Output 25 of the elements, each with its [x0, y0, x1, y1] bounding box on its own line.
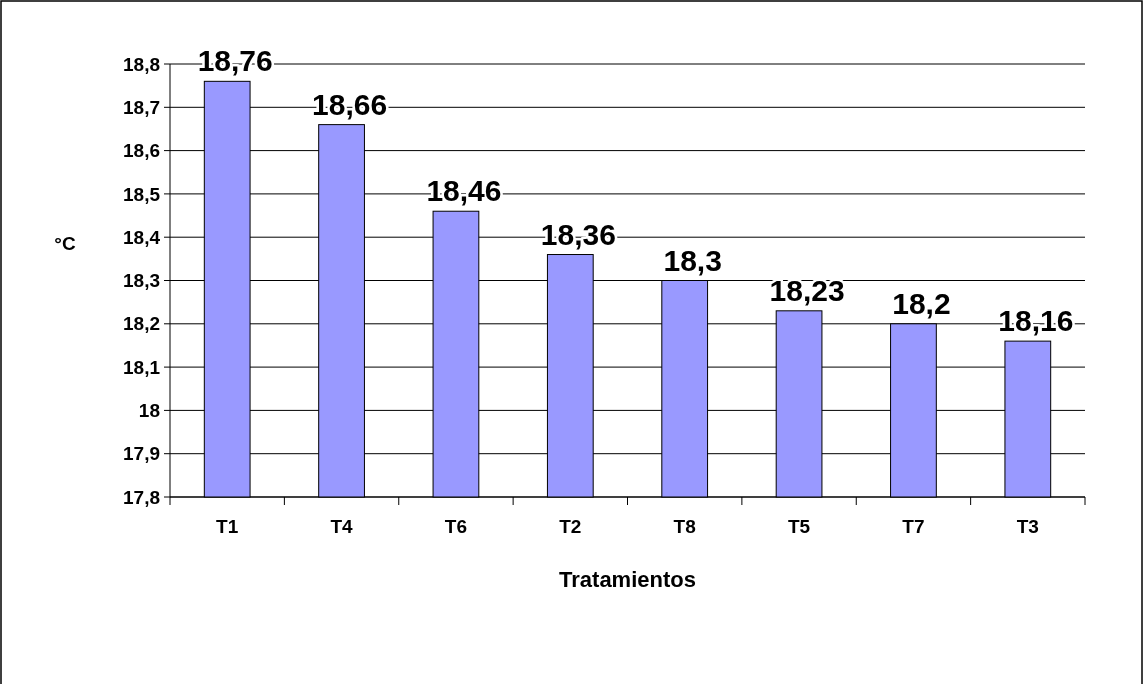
x-tick-label: T3 [1016, 516, 1039, 537]
y-tick-label: 18,4 [123, 226, 161, 248]
y-tick-label: 18,1 [123, 356, 161, 378]
y-tick-label: 18,3 [123, 270, 160, 292]
y-tick-label: 17,8 [123, 486, 160, 508]
y-tick-label: 18,2 [123, 313, 160, 335]
y-tick-label: 18,7 [123, 96, 160, 118]
x-tick-label: T8 [673, 516, 696, 537]
y-tick-label: 18,6 [123, 140, 160, 162]
x-tick-label: T6 [444, 516, 468, 537]
data-label: 18,3 [663, 243, 722, 277]
data-label: 18,2 [892, 286, 951, 320]
y-tick-label: 18,8 [123, 53, 160, 75]
x-tick-label: T2 [559, 516, 582, 537]
y-tick-label: 17,9 [123, 443, 160, 465]
x-tick-label: T5 [787, 516, 811, 537]
y-tick-label: 18,5 [123, 183, 161, 205]
x-axis-title: Tratamientos [559, 567, 696, 592]
data-label: 18,76 [197, 44, 273, 78]
data-label: 18,23 [769, 273, 845, 307]
x-tick-label: T4 [330, 516, 354, 537]
y-axis-title: °C [54, 233, 76, 254]
x-tick-label: T7 [902, 516, 925, 537]
x-tick-label: T1 [216, 516, 239, 537]
y-tick-label: 18 [138, 400, 160, 422]
